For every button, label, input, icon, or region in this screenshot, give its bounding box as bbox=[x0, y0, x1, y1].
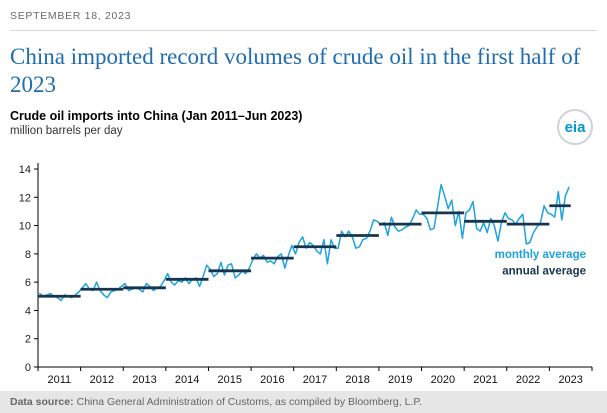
svg-text:0: 0 bbox=[25, 362, 31, 374]
svg-text:2017: 2017 bbox=[303, 374, 327, 386]
chart-y-axis-label: million barrels per day bbox=[10, 125, 123, 138]
chart-area: 0 2 4 6 8 10 12 14 2011 2012 2013 2014 2015 2016 2017 2… bbox=[10, 151, 597, 394]
svg-text:2013: 2013 bbox=[132, 374, 156, 386]
svg-text:2022: 2022 bbox=[516, 374, 540, 386]
svg-text:2: 2 bbox=[25, 334, 31, 346]
article-date: SEPTEMBER 18, 2023 bbox=[10, 10, 597, 31]
article-page: SEPTEMBER 18, 2023 China imported record… bbox=[10, 10, 597, 394]
svg-text:annual average: annual average bbox=[502, 265, 586, 277]
svg-text:2021: 2021 bbox=[473, 374, 497, 386]
article-title: China imported record volumes of crude o… bbox=[10, 44, 581, 98]
svg-text:2012: 2012 bbox=[90, 374, 114, 386]
svg-text:4: 4 bbox=[25, 306, 31, 318]
eia-logo: eia bbox=[557, 109, 593, 146]
chart-title-block: Crude oil imports into China (Jan 2011–J… bbox=[10, 109, 302, 137]
svg-text:2019: 2019 bbox=[388, 374, 412, 386]
svg-text:2011: 2011 bbox=[47, 374, 71, 386]
data-source-text: China General Administration of Customs,… bbox=[76, 396, 422, 408]
crude-oil-imports-chart: 0 2 4 6 8 10 12 14 2011 2012 2013 2014 2015 2016 2017 2… bbox=[19, 163, 593, 386]
svg-text:14: 14 bbox=[19, 164, 31, 176]
data-source-label: Data source: bbox=[10, 396, 74, 408]
svg-text:2015: 2015 bbox=[218, 374, 242, 386]
svg-text:2020: 2020 bbox=[431, 374, 455, 386]
svg-text:2023: 2023 bbox=[558, 374, 582, 386]
svg-text:2016: 2016 bbox=[260, 374, 284, 386]
svg-text:10: 10 bbox=[19, 221, 31, 233]
chart-title: Crude oil imports into China (Jan 2011–J… bbox=[10, 109, 303, 124]
data-source-footer: Data source: China General Administration… bbox=[0, 391, 607, 413]
svg-text:6: 6 bbox=[25, 277, 31, 289]
svg-text:8: 8 bbox=[25, 249, 31, 261]
svg-text:2014: 2014 bbox=[175, 374, 199, 386]
chart-header: Crude oil imports into China (Jan 2011–J… bbox=[10, 109, 597, 146]
svg-text:monthly average: monthly average bbox=[495, 249, 586, 261]
svg-text:2018: 2018 bbox=[345, 374, 369, 386]
svg-text:12: 12 bbox=[19, 192, 31, 204]
